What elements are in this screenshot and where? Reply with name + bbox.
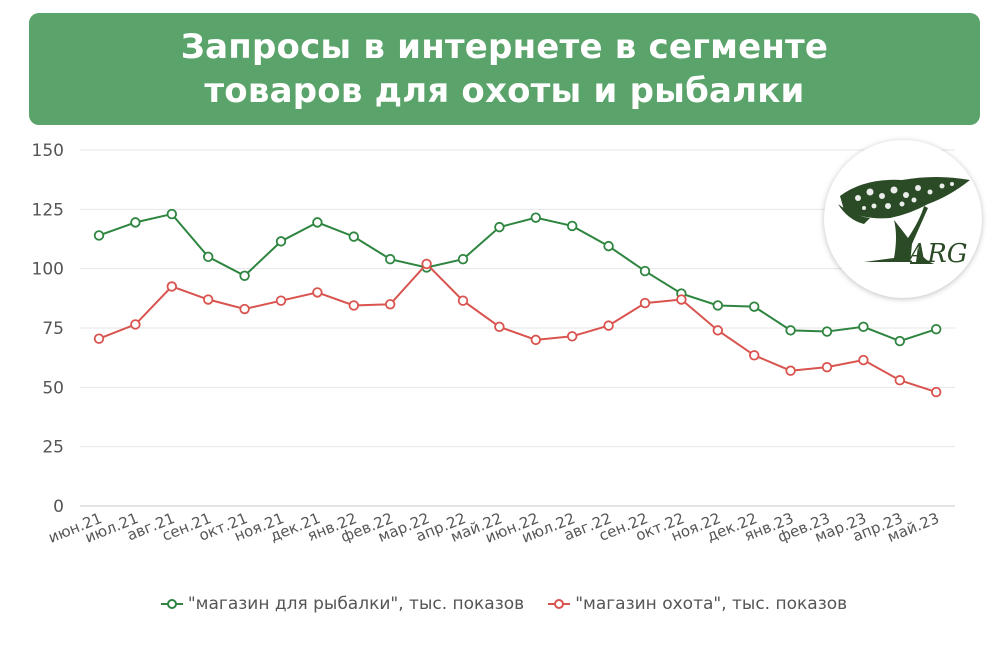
series-1-point (348, 300, 360, 311)
series-0-point (894, 335, 906, 347)
chart-title-line-1: Запросы в интернете в сегменте (180, 27, 829, 67)
series-0-point (603, 240, 614, 252)
series-1-point (712, 325, 724, 336)
series-1-point (567, 331, 578, 342)
series-1-point (676, 294, 687, 305)
series-0-point (712, 300, 724, 311)
legend-item-fishing: "магазин для рыбалки", тыс. показов (160, 594, 525, 614)
title-banner: Запросы в интернете в сегменте товаров д… (29, 13, 980, 125)
series-1-point (93, 333, 105, 344)
series-1-point (858, 354, 869, 366)
series-1-point (530, 334, 542, 346)
series-line-1 (98, 262, 937, 394)
series-1-point (275, 295, 287, 306)
arg-logo: ARG (824, 140, 982, 298)
line-chart: 0255075100125150июн.21июл.21авг.21сен.21… (32, 141, 955, 547)
chart-legend: "магазин для рыбалки", тыс. показов "маг… (0, 592, 1008, 616)
series-0-point (494, 221, 505, 233)
series-1-point (494, 321, 505, 333)
series-0-point (385, 253, 396, 265)
legend-marker-fishing (160, 599, 183, 609)
series-0-point (239, 270, 250, 281)
series-1-point (639, 297, 651, 309)
y-tick-label: 100 (32, 260, 64, 280)
series-0-point (567, 220, 578, 232)
y-tick-label: 75 (42, 319, 64, 339)
legend-label-hunting: "магазин охота", тыс. показов (575, 594, 848, 614)
series-1-point (931, 386, 942, 398)
legend-label-fishing: "магазин для рыбалки", тыс. показов (187, 594, 525, 614)
series-0-point (639, 265, 651, 277)
series-0-point (202, 251, 214, 262)
series-0-point (785, 325, 796, 336)
series-0-point (93, 230, 105, 241)
series-0-point (130, 217, 141, 228)
series-0-point (858, 321, 869, 333)
series-1-point (603, 320, 614, 331)
y-tick-label: 50 (42, 378, 64, 398)
series-0-point (749, 301, 760, 312)
series-1-point (457, 295, 469, 306)
legend-marker-hunting (548, 599, 571, 609)
y-tick-label: 0 (53, 497, 64, 517)
series-1-point (785, 365, 796, 376)
y-tick-label: 150 (32, 141, 64, 161)
chart-title-line-2: товаров для охоты и рыбалки (204, 71, 805, 111)
series-0-point (166, 208, 178, 220)
series-1-point (202, 294, 214, 305)
series-0-point (312, 217, 323, 228)
series-1-point (239, 303, 250, 315)
series-0-point (457, 253, 469, 265)
series-1-point (166, 281, 178, 292)
logo-text: ARG (906, 239, 967, 269)
series-0-point (348, 231, 360, 242)
series-1-point (312, 287, 323, 298)
series-1-point (421, 258, 432, 270)
series-1-point (749, 350, 760, 361)
series-0-point (275, 236, 287, 247)
series-0-point (931, 323, 942, 335)
series-1-point (821, 361, 833, 373)
tree-icon: ARG (838, 177, 970, 269)
series-0-point (530, 212, 542, 223)
series-0-point (821, 326, 833, 337)
series-1-point (130, 319, 141, 330)
y-tick-label: 25 (42, 438, 64, 458)
series-1-point (894, 375, 906, 386)
series-1-point (385, 299, 396, 310)
legend-item-hunting: "магазин охота", тыс. показов (548, 594, 847, 614)
series-line-0 (98, 212, 937, 343)
y-tick-label: 125 (32, 200, 64, 220)
